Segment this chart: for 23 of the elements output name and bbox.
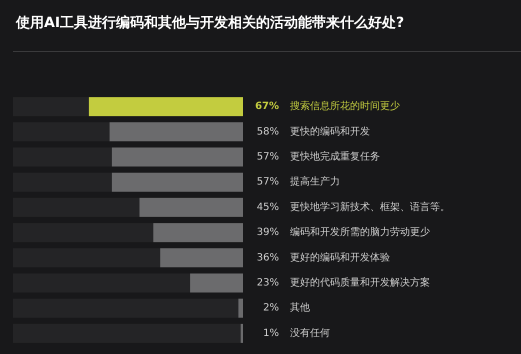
bar: [238, 298, 243, 318]
data-label: 23%: [256, 278, 279, 288]
data-label: 57%: [256, 176, 279, 188]
y-tick-label: 更快地完成重复任务: [290, 150, 380, 162]
y-tick-label: 更快的编码和开发: [290, 125, 370, 138]
y-tick-label: 更好的代码质量和开发解决方案: [290, 276, 430, 288]
chart-title: 使用AI工具进行编码和其他与开发相关的活动能带来什么好处?: [15, 14, 404, 31]
data-label: 57%: [256, 152, 279, 162]
bar: [190, 274, 243, 292]
y-tick-label: 搜索信息所花的时间更少: [290, 100, 400, 112]
data-label: 58%: [256, 126, 279, 138]
y-tick-label: 提高生产力: [290, 176, 340, 188]
y-tick-label: 更好的编码和开发体验: [290, 251, 390, 264]
data-label: 1%: [263, 328, 279, 339]
data-label: 45%: [256, 202, 279, 213]
data-label: 2%: [263, 302, 279, 314]
data-label: 36%: [256, 252, 279, 264]
y-tick-label: 更快地学习新技术、框架、语言等。: [290, 200, 450, 213]
y-tick-label: 没有任何: [290, 326, 330, 339]
y-tick-label: 编码和开发所需的脑力劳动更少: [290, 226, 430, 238]
y-tick-label: 其他: [290, 302, 310, 314]
data-label: 67%: [255, 101, 279, 112]
data-label: 39%: [256, 227, 279, 238]
